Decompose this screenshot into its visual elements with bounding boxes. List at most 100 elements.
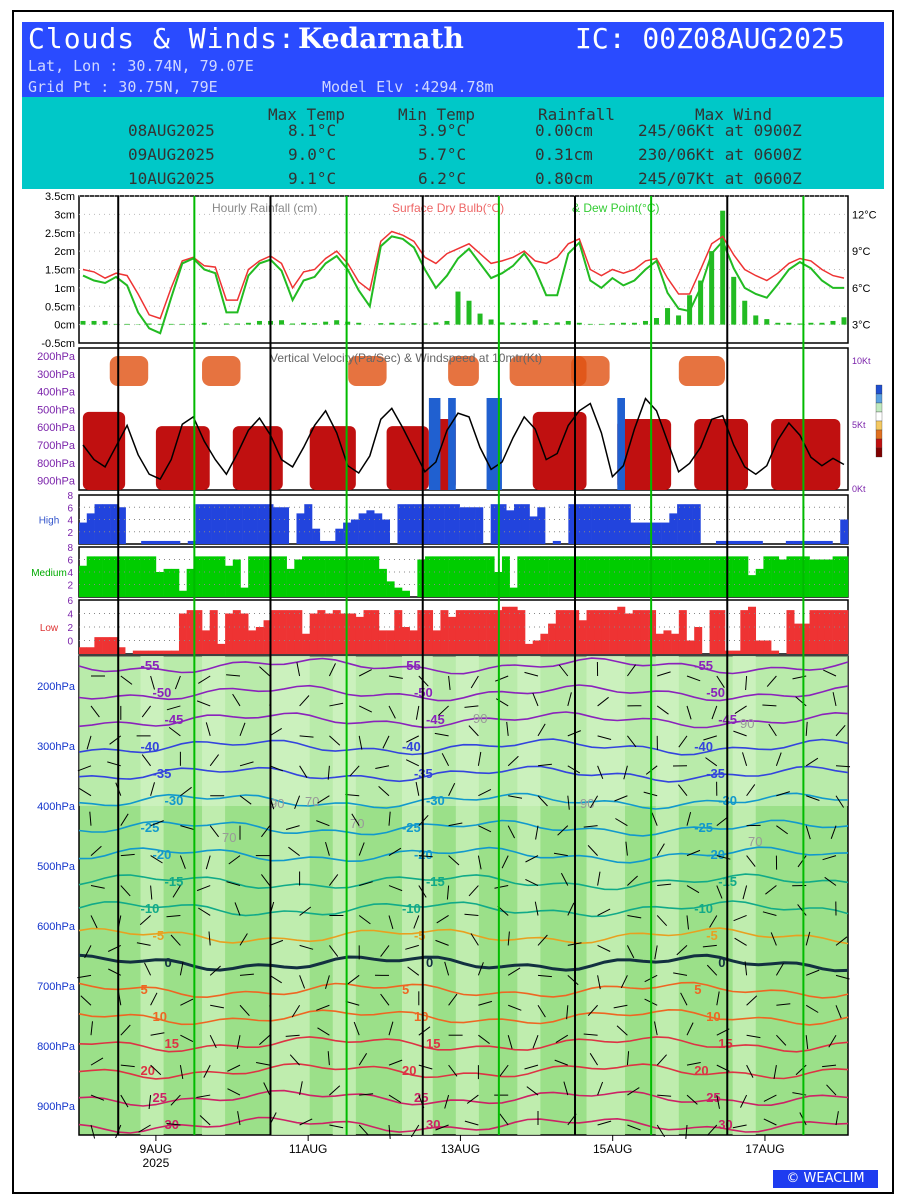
- low-cloud-bar: [555, 610, 564, 654]
- x-tick-label: 11AUG: [289, 1142, 327, 1156]
- rain-bar: [356, 322, 362, 325]
- wind-barb: [388, 811, 391, 826]
- wind-barb: [299, 695, 310, 707]
- high-cloud-bar: [273, 507, 282, 544]
- velocity-legend-swatch: [875, 447, 883, 458]
- wind-barb: [773, 1065, 777, 1079]
- velocity-patch: [678, 356, 725, 386]
- header-latlon: Lat, Lon : 30.74N, 79.07E: [28, 57, 254, 75]
- wind-barb: [196, 700, 211, 707]
- wind-barb: [686, 849, 701, 857]
- high-cloud-bar: [265, 504, 274, 544]
- high-cloud-bar: [583, 504, 592, 544]
- wind-barb: [626, 1051, 630, 1066]
- medium-cloud-bar: [471, 556, 480, 597]
- wind-barb: [686, 1094, 698, 1105]
- low-cloud-bar: [109, 637, 118, 654]
- wind-barb: [205, 855, 211, 870]
- high-cloud-bar: [319, 540, 328, 544]
- wind-barb: [627, 1124, 641, 1131]
- low-cloud-bar: [532, 640, 541, 654]
- medium-cloud-bar: [309, 556, 318, 597]
- wind-barb: [680, 992, 688, 1006]
- wind-barb: [261, 825, 271, 838]
- wind-barb: [236, 1035, 241, 1049]
- wind-barb: [380, 993, 390, 1006]
- low-cloud-bar: [394, 610, 403, 654]
- medium-cloud-bar: [263, 556, 272, 597]
- wind-barb: [351, 813, 360, 826]
- wind-barb: [291, 1005, 301, 1018]
- medium-cloud-bar: [194, 556, 203, 597]
- wind-barb: [470, 675, 479, 689]
- wind-barb: [150, 992, 158, 1006]
- wind-barb: [80, 995, 92, 1006]
- medium-cloud-bar: [655, 556, 664, 597]
- isotherm-label: 25: [153, 1090, 167, 1105]
- wind-barb: [835, 1111, 839, 1126]
- wind-barb: [537, 795, 548, 807]
- medium-cloud-bar: [378, 568, 387, 597]
- wind-barb: [90, 1094, 105, 1101]
- low-cloud-bar: [794, 623, 803, 654]
- wind-barb: [746, 1064, 754, 1078]
- x-tick-label: 9AUG: [140, 1142, 173, 1156]
- wind-barb: [444, 1094, 450, 1109]
- rain-bar: [797, 323, 803, 325]
- wind-barb: [413, 915, 420, 929]
- medium-cloud-bar: [671, 556, 680, 597]
- medium-cloud-bar: [640, 556, 649, 597]
- wind-barb: [651, 812, 658, 826]
- wind-barb: [288, 846, 300, 856]
- low-cloud-bar: [617, 606, 626, 654]
- isotherm-label: -40: [694, 739, 713, 754]
- high-cloud-bar: [164, 540, 173, 544]
- wind-barb: [77, 974, 92, 979]
- high-cloud-bar: [684, 504, 693, 544]
- summary-col-rainfall: Rainfall: [538, 105, 616, 124]
- wind-barb: [166, 914, 181, 918]
- wind-barb: [567, 902, 575, 916]
- wind-barb: [388, 1124, 391, 1139]
- rain-bar: [124, 323, 130, 325]
- medium-cloud-bar: [232, 559, 241, 597]
- rain-bar: [587, 323, 593, 325]
- wind-barb: [746, 1034, 761, 1039]
- rain-bar: [731, 276, 737, 325]
- summary-row2-min-temp: 5.7°C: [418, 145, 467, 164]
- medium-cloud-bar: [371, 556, 380, 597]
- low-cloud-bar: [79, 647, 87, 654]
- high-cloud-bar: [661, 522, 670, 544]
- rain-bar: [521, 322, 527, 325]
- wind-barb: [388, 1059, 403, 1066]
- medium-cloud-bar: [555, 556, 564, 597]
- wind-barb: [775, 752, 782, 766]
- rain-bar: [433, 322, 439, 325]
- wind-barb: [86, 735, 92, 750]
- high-cloud-bar: [187, 540, 196, 544]
- medium-cloud-bar: [701, 556, 710, 597]
- summary-table: Max Temp Min Temp Rainfall Max Wind 08AU…: [22, 97, 884, 189]
- weaclim-logo: © WEACLIM: [773, 1170, 878, 1188]
- wind-barb: [328, 945, 339, 957]
- rain-bar: [201, 322, 207, 325]
- isotherm-10: [78, 1008, 849, 1026]
- header-gridpt: Grid Pt : 30.75N, 79E: [28, 78, 218, 96]
- wind-barb: [625, 841, 628, 856]
- medium-cloud-bar: [271, 556, 280, 597]
- medium-cloud-bar: [448, 556, 457, 597]
- medium-cloud-bar: [186, 568, 195, 597]
- medium-cloud-bar: [286, 568, 295, 597]
- y-tick-pressure: 600hPa: [37, 422, 76, 434]
- rain-bar: [830, 320, 836, 325]
- low-cloud-bar: [478, 610, 487, 654]
- low-cloud-bar: [786, 610, 795, 654]
- low-cloud-bar: [355, 616, 364, 654]
- wind-barb: [733, 730, 747, 737]
- rain-bar: [334, 320, 340, 325]
- wind-barb: [358, 1053, 368, 1066]
- x-year-label: 2025: [143, 1156, 170, 1170]
- medium-cloud-bar: [132, 556, 141, 597]
- wind-barb: [407, 966, 420, 976]
- medium-cloud-bar: [463, 556, 472, 597]
